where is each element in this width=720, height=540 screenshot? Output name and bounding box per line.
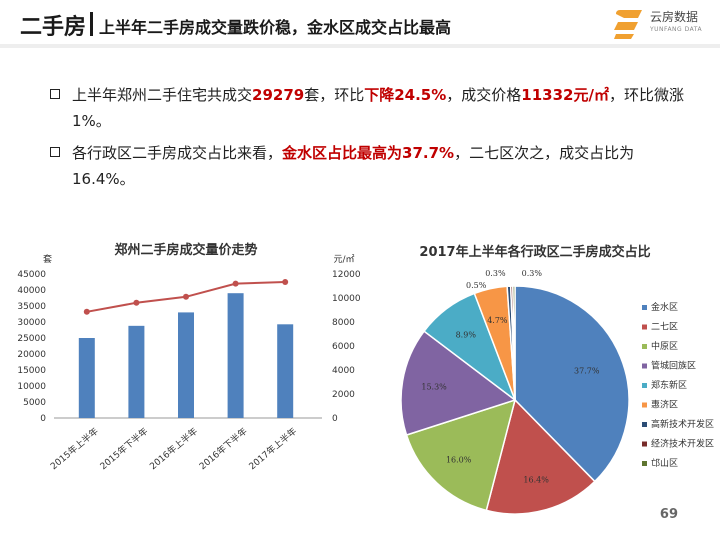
legend-swatch	[642, 383, 647, 388]
legend-label: 郑东新区	[651, 379, 687, 391]
left-axis-tick-label: 30000	[17, 318, 46, 328]
bullet-text: 上半年郑州二手住宅共成交	[72, 86, 253, 104]
volume-bar	[128, 325, 145, 418]
legend-swatch	[642, 441, 647, 447]
right-axis-tick-label: 8000	[332, 318, 355, 328]
bullet-square-icon	[50, 89, 60, 99]
district-share-pie-chart: 2017年上半年各行政区二手房成交占比 37.7% 16.4% 16.0% 15.3% 8…	[400, 244, 714, 515]
bullet-text: ，二七区次之，成交占比为16.4%。	[72, 144, 635, 188]
price-point	[83, 308, 90, 315]
bullet-text: 套，环比	[304, 86, 365, 104]
bullet-text: ，成交价格	[446, 86, 522, 104]
left-axis-tick-label: 10000	[17, 382, 46, 392]
legend-label: 惠济区	[651, 399, 678, 411]
legend-label: 高新技术开发区	[651, 418, 714, 430]
slice-value-label: 16.0%	[446, 456, 472, 465]
chart-title: 郑州二手房成交量价走势	[114, 242, 257, 258]
legend-label: 经济技术开发区	[651, 438, 714, 450]
slice-value-label: 0.5%	[466, 281, 487, 290]
legend-swatch	[642, 363, 647, 369]
legend-swatch	[642, 422, 647, 427]
left-axis-tick-label: 35000	[17, 302, 46, 312]
x-axis-tick-label: 2016年下半年	[197, 425, 250, 472]
slide-title: 上半年二手房成交量跌价稳，金水区成交占比最高	[99, 18, 452, 37]
legend-swatch	[642, 305, 647, 310]
bullet-item: 上半年郑州二手住宅共成交29279套，环比下降24.5%，成交价格11332元/…	[48, 82, 688, 134]
bullet-text: ，环比微涨1%。	[72, 86, 684, 130]
right-axis-tick-label: 10000	[332, 294, 360, 304]
slide-header: 二手房 上半年二手房成交量跌价稳，金水区成交占比最高 云房数据 YUNFANG …	[0, 0, 720, 48]
pie-slice	[400, 330, 517, 436]
slice-value-label: 4.7%	[487, 316, 508, 325]
left-axis-tick-label: 15000	[17, 366, 46, 376]
chart-title: 2017年上半年各行政区二手房成交占比	[419, 244, 650, 260]
volume-bar	[78, 338, 95, 418]
header-underline	[0, 44, 720, 48]
x-axis-tick-label: 2017年上半年	[246, 425, 299, 472]
left-axis-tick-label: 0	[40, 414, 46, 424]
slice-value-label: 8.9%	[456, 330, 477, 339]
right-axis-unit: 元/㎡	[333, 254, 354, 265]
legend-label: 邙山区	[651, 457, 678, 469]
price-point	[282, 279, 289, 286]
x-axis-tick-label: 2015年下半年	[97, 425, 150, 472]
pie-slice	[405, 398, 517, 512]
legend-label: 中原区	[651, 340, 678, 352]
left-axis-tick-label: 5000	[23, 398, 46, 408]
slice-value-label: 0.3%	[522, 269, 543, 278]
left-axis-tick-label: 45000	[17, 270, 46, 280]
right-axis-tick-label: 2000	[332, 390, 355, 400]
left-axis-tick-label: 40000	[17, 286, 46, 296]
logo-subtitle: YUNFANG DATA	[650, 26, 703, 33]
bullet-text: 各行政区二手房成交占比来看，	[72, 144, 283, 162]
legend-swatch	[642, 324, 647, 330]
bullet-square-icon	[50, 147, 60, 157]
legend-label: 金水区	[651, 301, 678, 313]
summary-bullets: 上半年郑州二手住宅共成交29279套，环比下降24.5%，成交价格11332元/…	[48, 82, 688, 198]
logo-icon	[614, 10, 642, 39]
highlight-text: 11332元/㎡	[521, 86, 609, 104]
left-axis-tick-label: 25000	[17, 334, 46, 344]
section-title: 二手房	[20, 15, 87, 40]
price-point	[133, 299, 140, 306]
left-axis-tick-label: 20000	[17, 350, 46, 360]
logo-name: 云房数据	[650, 10, 699, 24]
pie-slice	[485, 398, 596, 515]
highlight-text: 下降24.5%	[364, 86, 447, 104]
volume-bar	[277, 324, 294, 418]
brand-logo: 云房数据 YUNFANG DATA	[612, 6, 712, 42]
x-axis-tick-label: 2015年上半年	[48, 425, 101, 472]
legend-swatch	[642, 402, 647, 408]
page-number: 69	[659, 507, 678, 522]
highlight-text: 29279	[252, 86, 305, 104]
volume-bar	[227, 293, 244, 418]
slice-value-label: 15.3%	[421, 382, 447, 391]
right-axis-tick-label: 4000	[332, 366, 355, 376]
legend-swatch	[642, 461, 647, 466]
pie-slice	[514, 285, 630, 483]
legend-label: 管城回族区	[651, 360, 696, 372]
pie-slice	[512, 285, 516, 401]
right-axis-tick-label: 6000	[332, 342, 355, 352]
bullet-item: 各行政区二手房成交占比来看，金水区占比最高为37.7%，二七区次之，成交占比为1…	[48, 140, 688, 192]
x-axis-tick-label: 2016年上半年	[147, 425, 200, 472]
volume-bar	[178, 312, 194, 418]
title-divider	[90, 12, 93, 36]
legend-label: 二七区	[651, 322, 678, 333]
right-axis-tick-label: 12000	[332, 270, 360, 280]
legend-swatch	[642, 344, 647, 349]
slice-value-label: 0.3%	[485, 269, 506, 278]
slice-value-label: 16.4%	[523, 475, 549, 484]
highlight-text: 金水区占比最高为37.7%	[282, 144, 455, 162]
slice-value-label: 37.7%	[574, 367, 600, 376]
left-axis-unit: 套	[43, 253, 52, 265]
price-point	[232, 280, 239, 287]
price-point	[183, 293, 189, 300]
right-axis-tick-label: 0	[332, 414, 338, 424]
